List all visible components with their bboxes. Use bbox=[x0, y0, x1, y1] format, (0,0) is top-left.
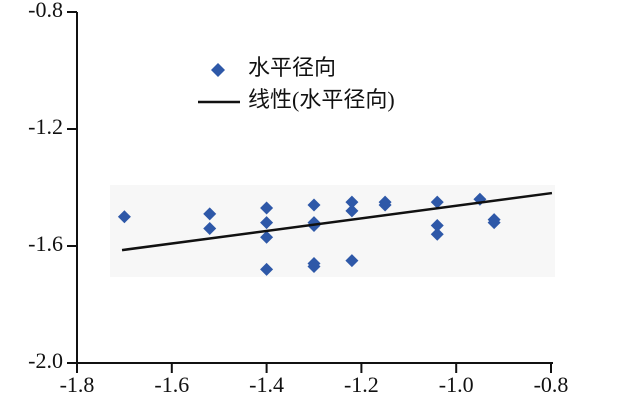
legend-label: 水平径向 bbox=[248, 55, 336, 80]
x-tick-label: -1.0 bbox=[439, 372, 474, 397]
x-tick-label: -1.6 bbox=[154, 372, 189, 397]
legend-label: 线性(水平径向) bbox=[248, 87, 395, 112]
y-tick-label: -1.2 bbox=[28, 114, 63, 139]
point bbox=[307, 198, 321, 212]
point bbox=[260, 216, 274, 230]
x-tick-label: -1.8 bbox=[60, 372, 95, 397]
point bbox=[430, 227, 444, 241]
point bbox=[260, 201, 274, 215]
point bbox=[203, 207, 217, 221]
y-tick-label: -2.0 bbox=[28, 348, 63, 373]
point bbox=[307, 259, 321, 273]
x-tick-label: -1.2 bbox=[344, 372, 379, 397]
x-tick-label: -0.8 bbox=[534, 372, 569, 397]
y-tick-label: -0.8 bbox=[28, 0, 63, 22]
point bbox=[345, 254, 359, 268]
point bbox=[378, 198, 392, 212]
legend-marker bbox=[211, 63, 225, 77]
y-tick-label: -1.6 bbox=[28, 231, 63, 256]
plot-band bbox=[110, 185, 555, 277]
point bbox=[487, 216, 501, 230]
trend-line bbox=[121, 191, 553, 252]
point bbox=[260, 230, 274, 244]
point bbox=[117, 210, 131, 224]
point bbox=[260, 262, 274, 276]
point bbox=[430, 195, 444, 209]
point bbox=[430, 219, 444, 233]
point bbox=[345, 204, 359, 218]
x-tick-label: -1.4 bbox=[249, 372, 284, 397]
point bbox=[203, 221, 217, 235]
point bbox=[345, 195, 359, 209]
